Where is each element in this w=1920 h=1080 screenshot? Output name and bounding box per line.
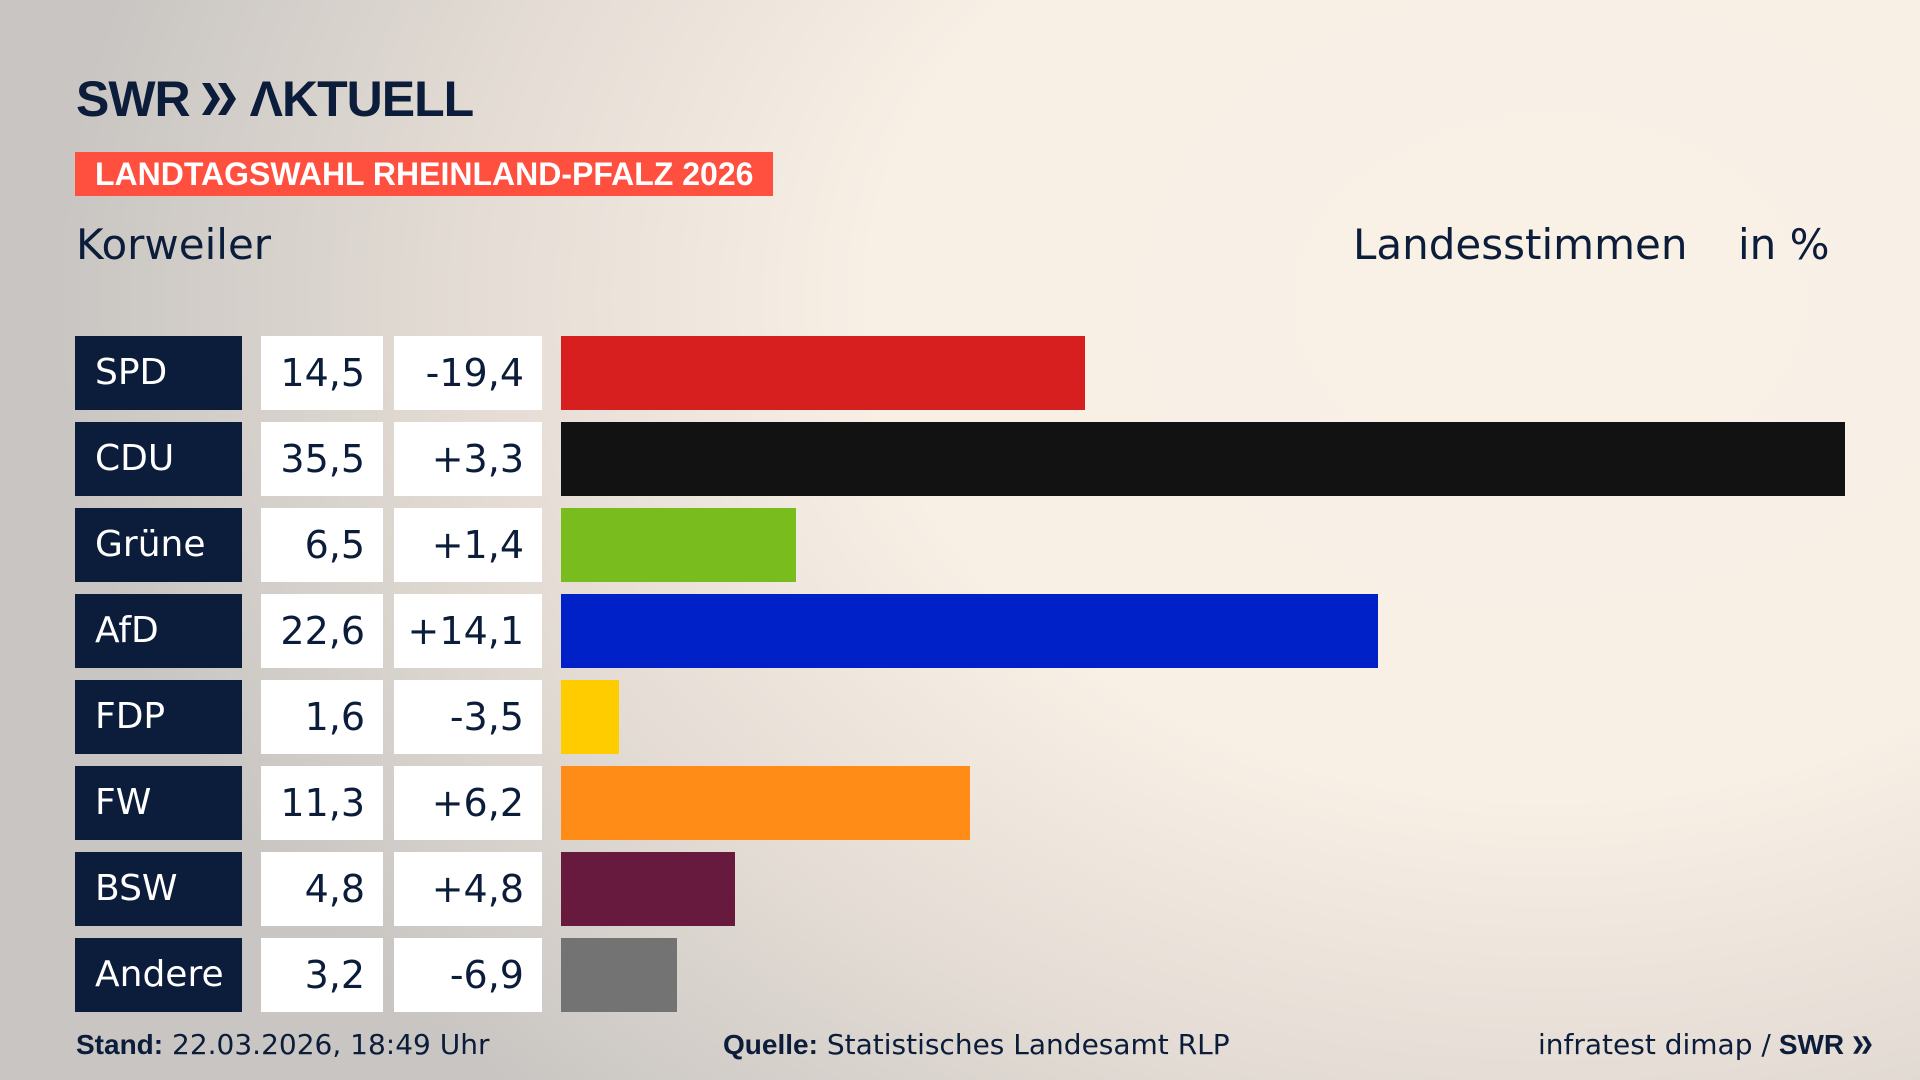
value-label: 22,6: [261, 594, 383, 668]
diff-label: -6,9: [394, 938, 542, 1012]
party-label: FDP: [75, 680, 242, 754]
party-label: AfD: [75, 594, 242, 668]
swr-logo: SWR: [1778, 1028, 1845, 1060]
party-label: FW: [75, 766, 242, 840]
metric-label: Landesstimmen: [1353, 220, 1688, 269]
diff-label: +3,3: [394, 422, 542, 496]
party-label: CDU: [75, 422, 242, 496]
diff-label: -3,5: [394, 680, 542, 754]
source-label: Quelle:: [723, 1029, 818, 1060]
party-label: BSW: [75, 852, 242, 926]
value-label: 1,6: [261, 680, 383, 754]
value-label: 35,5: [261, 422, 383, 496]
diff-label: -19,4: [394, 336, 542, 410]
source-value: Statistisches Landesamt RLP: [826, 1028, 1230, 1061]
swr-chevrons-icon: [1853, 1035, 1872, 1054]
election-banner: LANDTAGSWAHL RHEINLAND-PFALZ 2026: [75, 152, 774, 196]
bar-fdp: [561, 680, 619, 754]
place-name: Korweiler: [76, 220, 272, 269]
bar-andere: [561, 938, 677, 1012]
value-label: 6,5: [261, 508, 383, 582]
unit-label: in %: [1738, 220, 1830, 269]
diff-label: +6,2: [394, 766, 542, 840]
bar-grüne: [561, 508, 797, 582]
source: Quelle: Statistisches Landesamt RLP: [723, 1028, 1230, 1061]
value-label: 14,5: [261, 336, 383, 410]
bar-bsw: [561, 852, 735, 926]
credit-text: infratest dimap /: [1538, 1028, 1771, 1061]
bar-fw: [561, 766, 970, 840]
party-label: SPD: [75, 336, 242, 410]
value-label: 3,2: [261, 938, 383, 1012]
bar-spd: [561, 336, 1086, 410]
value-label: 4,8: [261, 852, 383, 926]
stand-value: 22.03.2026, 18:49 Uhr: [172, 1028, 490, 1061]
party-label: Grüne: [75, 508, 242, 582]
diff-label: +14,1: [394, 594, 542, 668]
party-label: Andere: [75, 938, 242, 1012]
swr-chevrons-icon: [201, 83, 236, 115]
bar-afd: [561, 594, 1379, 668]
value-label: 11,3: [261, 766, 383, 840]
swr-aktuell-logo: SWR ΛKTUELL: [76, 71, 474, 127]
diff-label: +4,8: [394, 852, 542, 926]
diff-label: +1,4: [394, 508, 542, 582]
credit: infratest dimap / SWR: [1538, 1028, 1874, 1061]
stand: Stand: 22.03.2026, 18:49 Uhr: [76, 1028, 489, 1061]
bar-cdu: [561, 422, 1845, 496]
stand-label: Stand:: [76, 1029, 164, 1060]
